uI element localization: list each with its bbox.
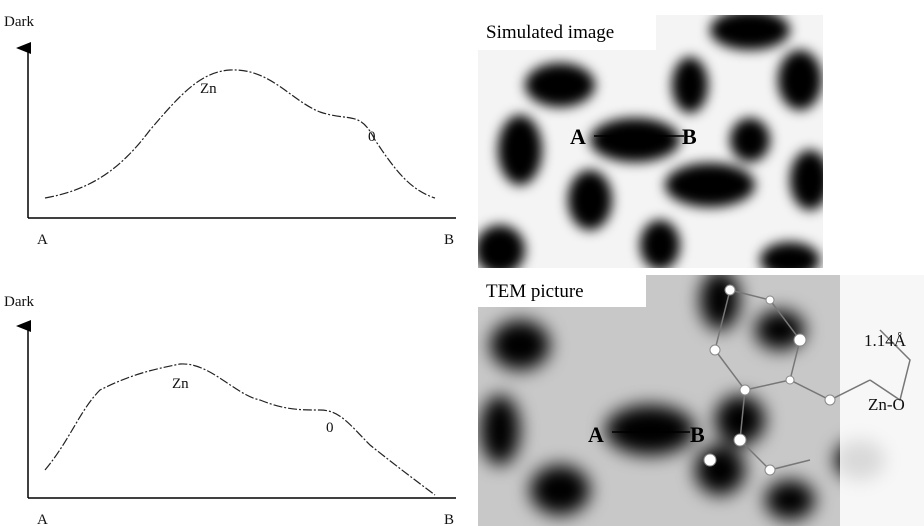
peak-label: Zn <box>200 81 217 97</box>
y-label: Dark <box>4 14 34 30</box>
tem-image <box>478 270 924 526</box>
x-start-label: A <box>37 512 48 526</box>
y-label: Dark <box>4 294 34 310</box>
figure: Dark Zn 0 A B Dark Zn 0 A B <box>0 0 924 526</box>
annotation: Zn-O <box>868 395 905 414</box>
line-end: B <box>690 422 705 447</box>
x-end-label: B <box>444 512 454 526</box>
peak-label: 0 <box>368 129 376 145</box>
line-start: A <box>588 422 604 447</box>
profile-curve <box>45 364 435 495</box>
line-start: A <box>570 124 586 149</box>
line-end: B <box>682 124 697 149</box>
x-end-label: B <box>444 232 454 248</box>
profile-curve <box>45 70 435 198</box>
image-title: Simulated image <box>486 22 614 43</box>
profile-bottom: Dark Zn 0 A B <box>4 294 456 526</box>
peak-label: Zn <box>172 376 189 392</box>
simulated-image <box>475 10 830 278</box>
x-start-label: A <box>37 232 48 248</box>
peak-label: 0 <box>326 420 334 436</box>
image-title: TEM picture <box>486 281 584 302</box>
profile-top: Dark Zn 0 A B <box>4 14 456 248</box>
annotation: 1.14Å <box>864 331 907 350</box>
